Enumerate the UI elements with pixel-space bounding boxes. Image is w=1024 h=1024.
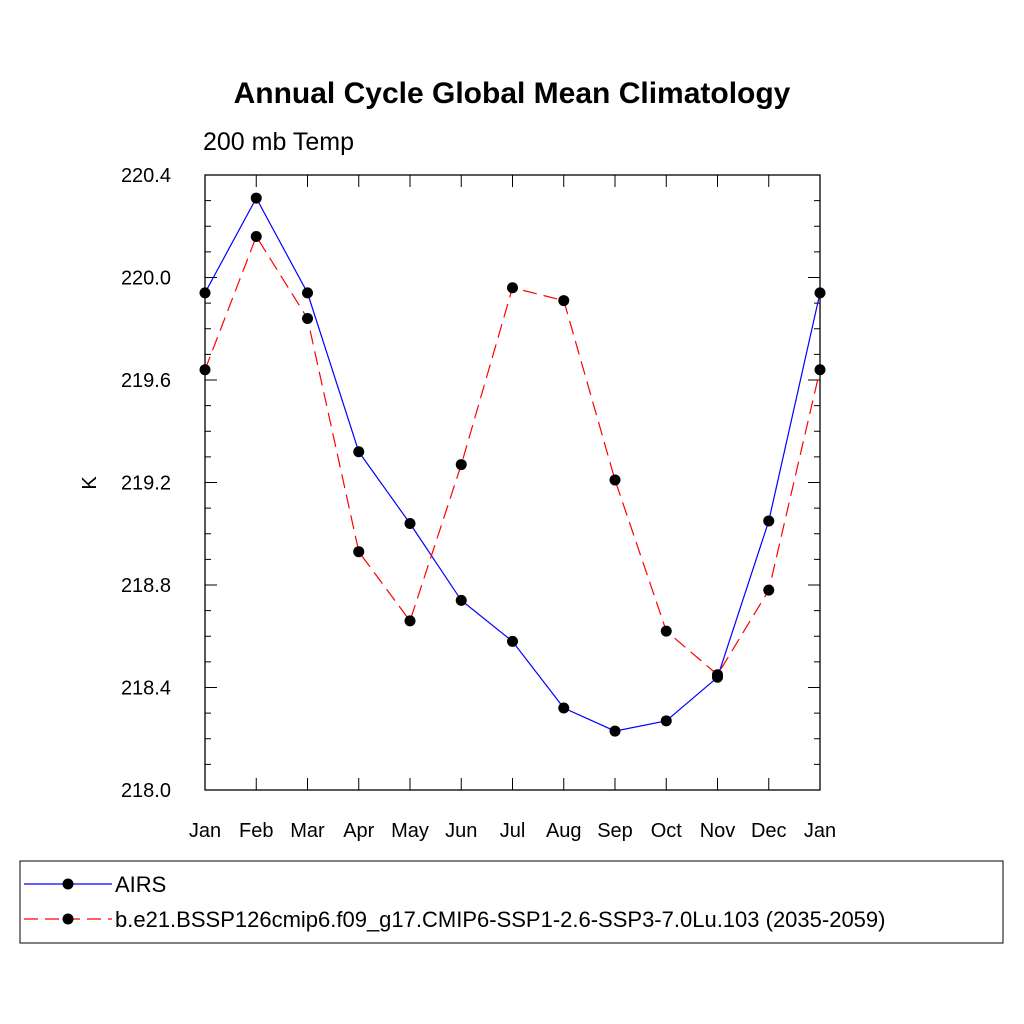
y-axis-label: K — [79, 476, 101, 490]
data-point-series-2 — [763, 584, 775, 596]
y-tick-label: 218.8 — [121, 575, 171, 597]
x-tick-labels: Jan Feb Mar Apr May Jun Jul Aug Sep Oct Nov Dec Jan — [189, 820, 836, 842]
data-point-series-2 — [250, 231, 262, 242]
y-tick-label: 220.0 — [121, 268, 171, 290]
data-point-series-2 — [712, 669, 723, 681]
data-point-series-2 — [507, 282, 518, 294]
x-tick-label: Nov — [700, 820, 736, 842]
x-tick-label: Sep — [597, 820, 633, 842]
legend-box — [19, 860, 1004, 944]
y-tick-labels: 218.0 218.4 218.8 219.2 219.6 220.0 220.4 — [121, 165, 171, 802]
x-tick-label: Apr — [343, 820, 374, 842]
data-point-series-1 — [455, 594, 467, 606]
x-tick-label: May — [391, 820, 429, 842]
data-point-series-1 — [558, 702, 570, 714]
data-point-series-1 — [609, 725, 621, 737]
x-tick-label: Aug — [546, 820, 582, 842]
data-point-series-2 — [660, 625, 672, 637]
x-tick-label: Jul — [500, 820, 526, 842]
y-tick-label: 219.2 — [121, 473, 171, 495]
x-tick-label: Feb — [239, 820, 273, 842]
data-point-series-1 — [763, 515, 775, 527]
legend-marker-1 — [62, 878, 74, 890]
data-point-series-1 — [353, 446, 365, 458]
x-tick-label: Jan — [189, 820, 221, 842]
x-tick-label: Jan — [804, 820, 836, 842]
y-tick-label: 218.4 — [121, 678, 171, 700]
series-lines — [204, 196, 821, 732]
x-tick-label: Mar — [290, 820, 325, 842]
data-point-series-2 — [353, 546, 365, 558]
data-point-series-2 — [455, 459, 467, 471]
x-tick-label: Dec — [751, 820, 787, 842]
data-point-series-1 — [404, 518, 416, 529]
y-tick-label: 219.6 — [121, 370, 171, 392]
legend-label-1: AIRS — [115, 872, 166, 897]
data-point-series-2 — [302, 313, 313, 324]
chart-subtitle: 200 mb Temp — [203, 128, 354, 156]
series-markers — [199, 192, 826, 737]
x-tick-label: Oct — [651, 820, 683, 842]
legend-label-2: b.e21.BSSP126cmip6.f09_g17.CMIP6-SSP1-2.… — [115, 907, 885, 932]
data-point-series-1 — [660, 715, 672, 727]
series-line-1 — [204, 196, 821, 732]
chart-title: Annual Cycle Global Mean Climatology — [234, 77, 791, 110]
data-point-series-2 — [404, 615, 416, 627]
data-point-series-2 — [609, 474, 621, 486]
data-point-series-1 — [507, 635, 518, 647]
data-point-series-1 — [302, 287, 313, 299]
y-tick-label: 220.4 — [121, 165, 171, 187]
legend: AIRS b.e21.BSSP126cmip6.f09_g17.CMIP6-SSP… — [24, 872, 885, 932]
axis-ticks — [204, 174, 821, 791]
plot-frame — [204, 174, 821, 791]
data-point-series-1 — [250, 192, 262, 204]
x-tick-label: Jun — [445, 820, 477, 842]
legend-marker-2 — [62, 913, 74, 925]
data-point-series-2 — [558, 295, 570, 307]
series-line-2 — [204, 235, 821, 676]
y-tick-label: 218.0 — [121, 780, 171, 802]
